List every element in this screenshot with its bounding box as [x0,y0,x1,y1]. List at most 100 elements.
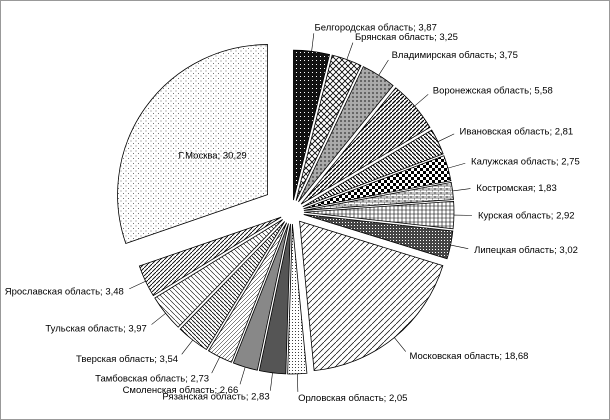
category-name: Смоленская область [123,385,215,396]
label-separator: ; [218,150,223,161]
leader-line [450,244,469,249]
data-label: Костромская; 1,83 [476,182,556,193]
data-label: Тульская область; 3,97 [45,323,146,334]
value-label: 2,75 [561,156,580,167]
category-name: Тамбовская область [95,373,185,384]
data-label: Г.Москва; 30,29 [179,150,247,161]
category-name: Калужская область [471,156,556,167]
leader-line [181,339,193,355]
leader-line [378,59,389,76]
value-label: 3,87 [418,22,437,33]
leader-line [447,162,466,169]
label-separator: ; [214,385,219,396]
leader-line [129,280,146,290]
value-label: 2,92 [556,210,575,221]
category-name: Курская область [478,210,551,221]
label-separator: ; [529,85,534,96]
leader-line [437,133,455,142]
category-name: Белгородская область [315,22,414,33]
value-label: 3,54 [160,354,179,365]
pie-slice [300,87,431,205]
label-separator: ; [123,323,128,334]
pie-slice [293,49,331,201]
label-separator: ; [556,156,561,167]
category-name: Тверская область [76,354,154,365]
value-label: 2,83 [251,391,270,402]
value-label: 5,58 [534,85,553,96]
category-name: Ярославская область [5,286,100,297]
pie-slice [258,223,291,375]
leader-line [296,373,299,392]
data-label: Брянская область; 3,25 [355,31,458,42]
data-label: Курская область; 2,92 [478,210,575,221]
data-label: Владимирская область; 3,75 [392,49,518,60]
label-separator: ; [549,126,554,137]
value-label: 2,81 [555,126,574,137]
pie-slice [117,44,268,245]
value-label: 18,68 [505,351,529,362]
value-label: 3,48 [105,286,124,297]
data-label: Рязанская область; 2,83 [162,391,269,402]
leader-line [211,356,221,374]
pie-slice [303,200,455,230]
data-label: Белгородская область; 3,87 [315,22,437,33]
data-label: Липецкая область; 3,02 [474,244,578,255]
category-name: Московская область [410,351,500,362]
category-name: Воронежская область [433,85,529,96]
label-separator: ; [551,210,556,221]
value-label: 3,97 [128,323,147,334]
leader-line [452,188,471,192]
category-name: Брянская область [355,31,434,42]
label-separator: ; [533,182,538,193]
value-label: 3,75 [499,49,518,60]
leader-line [394,337,406,352]
category-name: Владимирская область [392,49,495,60]
value-label: 2,05 [389,392,408,403]
data-label: Тверская область; 3,54 [76,354,178,365]
data-label: Ивановская область; 2,81 [460,126,574,137]
data-label: Воронежская область; 5,58 [433,85,553,96]
label-separator: ; [554,244,559,255]
category-name: Г.Москва [179,150,219,161]
pie-slice [232,223,289,371]
category-name: Рязанская область [162,391,245,402]
data-label: Тамбовская область; 2,73 [95,373,209,384]
category-name: Орловская область [298,392,384,403]
value-label: 1,83 [538,182,557,193]
label-separator: ; [185,373,190,384]
category-name: Липецкая область [474,244,554,255]
category-name: Ивановская область [460,126,550,137]
data-label: Калужская область; 2,75 [471,156,580,167]
leader-line [414,94,429,107]
value-label: 30,29 [223,150,247,161]
category-name: Тульская область [45,323,123,334]
label-separator: ; [154,354,159,365]
data-label: Ярославская область; 3,48 [5,286,124,297]
label-separator: ; [413,22,418,33]
value-label: 3,25 [439,31,458,42]
data-label: Смоленская область; 2,66 [123,385,239,396]
leader-line [270,372,273,391]
value-label: 2,73 [191,373,210,384]
label-separator: ; [246,391,251,402]
label-separator: ; [100,286,105,297]
pie-slice [302,129,444,208]
leader-line [311,33,315,52]
pie-slice [179,221,285,351]
label-separator: ; [494,49,499,60]
label-separator: ; [499,351,504,362]
data-label: Орловская область; 2,05 [298,392,407,403]
label-separator: ; [434,31,439,42]
label-separator: ; [384,392,389,403]
leader-line [151,313,166,325]
pie-slice [299,220,444,372]
value-label: 2,66 [220,385,239,396]
category-name: Костромская [476,182,533,193]
leader-line [346,42,354,60]
pie-slice [138,216,282,297]
value-label: 3,02 [559,244,578,255]
leader-line [239,367,246,385]
pie-slice [295,54,362,201]
data-label: Московская область; 18,68 [410,351,529,362]
